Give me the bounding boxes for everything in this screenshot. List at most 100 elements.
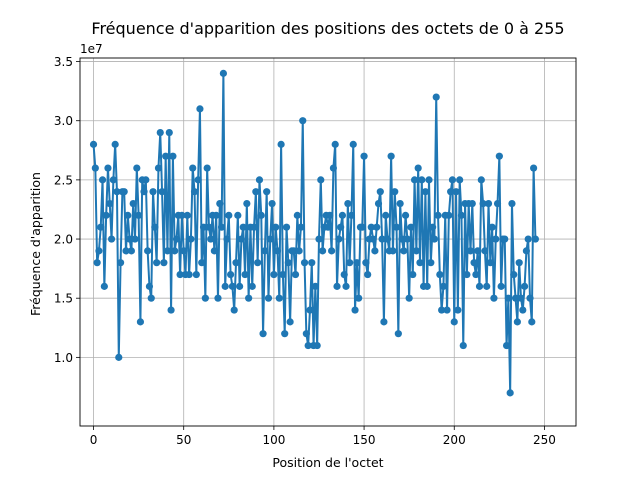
- data-point: [317, 176, 325, 184]
- data-point: [236, 282, 244, 290]
- data-point: [423, 282, 431, 290]
- data-point: [513, 318, 521, 326]
- data-point: [127, 247, 135, 255]
- data-point: [387, 152, 395, 160]
- data-point: [216, 199, 224, 208]
- data-point: [346, 259, 354, 267]
- data-point: [95, 247, 103, 255]
- plot-frame: [79, 57, 577, 427]
- data-point: [171, 247, 179, 255]
- data-point: [466, 247, 475, 255]
- data-point: [221, 282, 229, 290]
- data-point: [436, 270, 444, 279]
- x-tick-label: 250: [533, 433, 556, 447]
- data-point: [475, 282, 484, 290]
- data-point: [207, 235, 215, 243]
- data-point: [324, 223, 332, 231]
- data-point: [510, 270, 518, 279]
- data-point: [353, 259, 361, 267]
- data-point: [367, 223, 375, 231]
- data-point: [93, 259, 101, 267]
- data-point: [194, 176, 202, 184]
- x-tick-label: 50: [176, 433, 191, 447]
- data-point: [282, 223, 291, 231]
- y-axis-label: Fréquence d'apparition: [28, 172, 43, 316]
- data-point: [281, 330, 289, 338]
- data-point: [511, 294, 520, 302]
- data-point: [163, 247, 172, 255]
- data-point: [133, 164, 141, 172]
- data-point: [279, 270, 287, 279]
- data-point: [201, 294, 209, 302]
- data-point: [302, 330, 310, 338]
- data-point: [102, 211, 110, 219]
- data-point: [230, 306, 238, 314]
- data-point: [100, 282, 108, 290]
- data-point: [286, 318, 294, 326]
- data-point: [263, 188, 271, 196]
- data-point: [392, 223, 401, 231]
- data-point: [115, 353, 123, 361]
- data-point: [454, 306, 462, 314]
- data-point: [416, 259, 424, 267]
- data-point: [405, 294, 413, 302]
- data-point: [400, 247, 408, 255]
- y-tick-label: 2.5: [54, 173, 73, 187]
- data-point: [107, 235, 116, 243]
- data-point: [315, 235, 323, 243]
- data-point: [198, 259, 206, 267]
- data-point: [394, 330, 402, 338]
- data-point: [254, 259, 262, 267]
- data-point: [160, 259, 168, 267]
- data-series: [89, 69, 540, 397]
- x-tick-label: 200: [443, 433, 466, 447]
- data-point: [333, 282, 341, 290]
- data-point: [526, 294, 534, 302]
- data-point: [304, 341, 312, 350]
- data-point: [376, 188, 384, 196]
- data-point: [162, 152, 170, 160]
- y-tick-label: 2.0: [54, 233, 73, 247]
- data-point: [104, 164, 112, 172]
- data-point: [448, 176, 457, 184]
- data-point: [351, 306, 359, 314]
- data-point: [457, 211, 466, 219]
- data-point: [313, 341, 321, 350]
- data-point: [329, 164, 338, 172]
- data-point: [521, 282, 529, 290]
- data-point: [492, 235, 500, 243]
- data-point: [149, 188, 157, 196]
- data-point: [369, 235, 377, 243]
- data-point: [290, 247, 298, 255]
- y-axis-offset-label: 1e7: [80, 42, 103, 56]
- data-point: [169, 152, 177, 160]
- data-point: [176, 270, 184, 279]
- data-point: [300, 259, 309, 267]
- data-point: [214, 294, 222, 302]
- data-point: [140, 188, 148, 196]
- data-point: [154, 164, 163, 172]
- data-point: [528, 318, 536, 326]
- data-point: [111, 140, 119, 148]
- data-point: [212, 211, 220, 219]
- data-point: [277, 140, 285, 148]
- data-point: [239, 223, 247, 231]
- data-point: [398, 235, 406, 243]
- data-point: [421, 188, 429, 196]
- data-point: [295, 247, 303, 255]
- y-tick-label: 1.0: [54, 351, 73, 365]
- data-point: [185, 270, 193, 279]
- data-point: [156, 128, 164, 137]
- data-point: [109, 176, 117, 184]
- data-point: [472, 270, 480, 279]
- data-point: [273, 247, 282, 255]
- data-point: [232, 259, 240, 267]
- data-point: [225, 211, 233, 219]
- data-point: [257, 211, 265, 219]
- data-point: [89, 140, 98, 148]
- data-point: [136, 318, 145, 326]
- data-point: [106, 199, 114, 208]
- data-point: [493, 199, 502, 208]
- data-point: [486, 259, 494, 267]
- data-point: [484, 199, 493, 208]
